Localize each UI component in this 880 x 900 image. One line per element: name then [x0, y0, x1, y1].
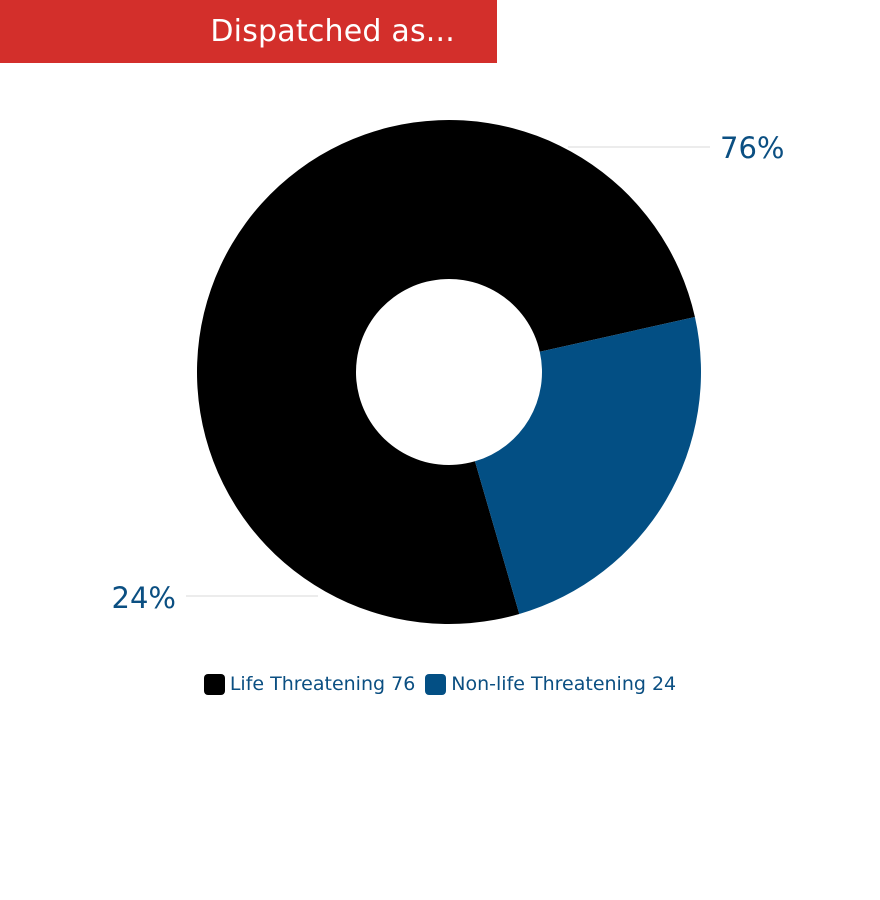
- percent-label-non-life-threatening: 24%: [112, 581, 176, 615]
- page-title: Dispatched as...: [210, 14, 455, 49]
- legend-label-life-threatening: Life Threatening 76: [229, 673, 416, 695]
- legend-item-life-threatening[interactable]: Life Threatening 76: [203, 673, 416, 695]
- legend-swatch-life-threatening: [203, 673, 225, 695]
- header-banner: Dispatched as...: [0, 0, 497, 63]
- slice-non-life-threatening[interactable]: [474, 317, 701, 614]
- legend-item-non-life-threatening[interactable]: Non-life Threatening 24: [425, 673, 676, 695]
- percent-label-life-threatening: 76%: [720, 131, 784, 165]
- chart-legend: Life Threatening 76 Non-life Threatening…: [0, 670, 880, 698]
- legend-swatch-non-life-threatening: [425, 673, 447, 695]
- legend-label-non-life-threatening: Non-life Threatening 24: [451, 673, 677, 695]
- slice-life-threatening[interactable]: [197, 120, 695, 625]
- slices-layer: [197, 120, 701, 625]
- labels-layer: 76% 24%: [112, 131, 785, 615]
